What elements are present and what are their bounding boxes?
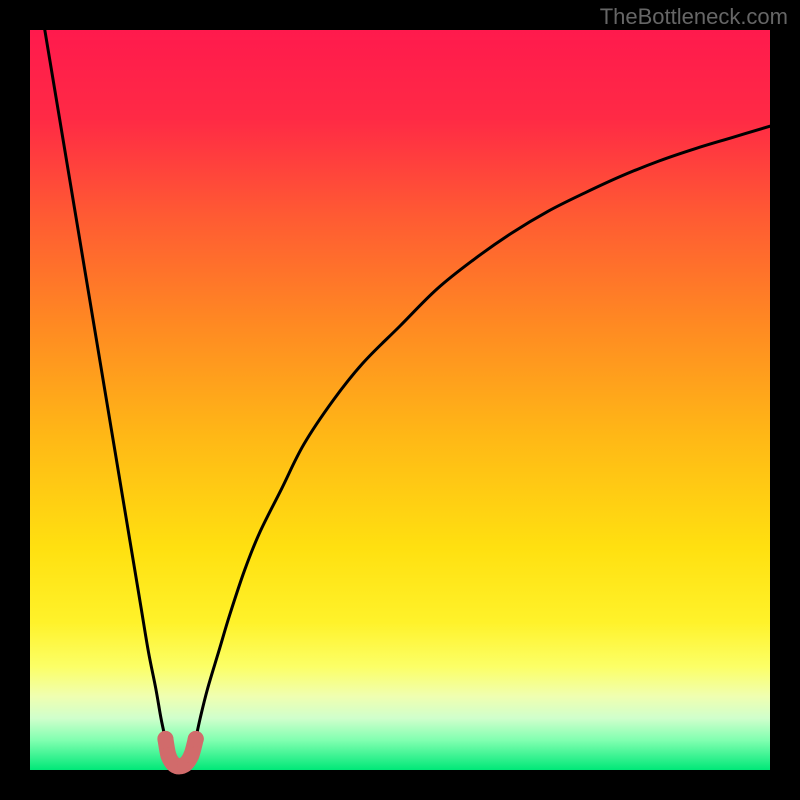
curve <box>45 30 166 739</box>
marker-dot <box>188 731 204 747</box>
plot-area <box>30 30 770 770</box>
chart-svg <box>30 30 770 770</box>
marker-dot <box>183 747 199 763</box>
curve <box>196 126 770 739</box>
marker-dot <box>157 731 173 747</box>
chart-container: TheBottleneck.com <box>0 0 800 800</box>
watermark-text: TheBottleneck.com <box>600 4 788 30</box>
